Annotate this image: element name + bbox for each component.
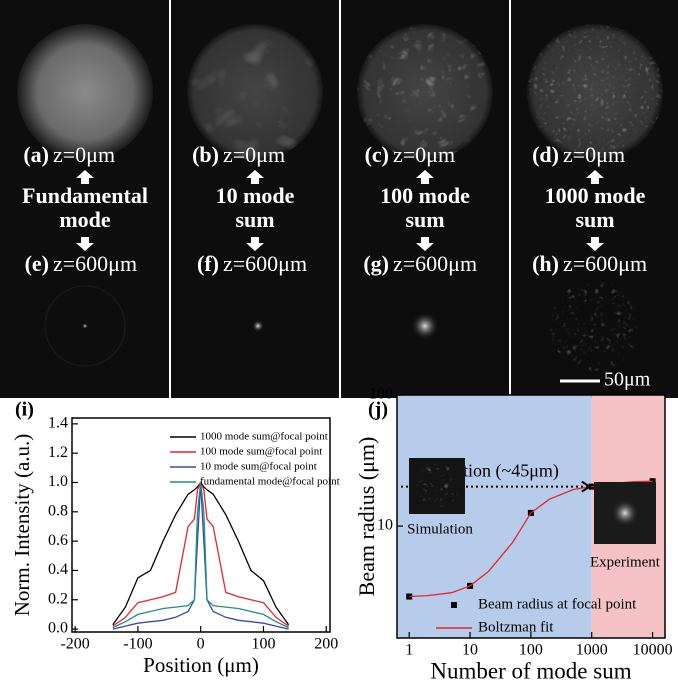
panel-label: (f) — [197, 251, 219, 276]
mode-caption: 10 mode — [216, 183, 295, 208]
y-tick-label: 0.4 — [48, 561, 68, 578]
x-axis-label: Position (μm) — [143, 653, 259, 677]
panel-label: (b) — [192, 142, 219, 167]
z-position: z=600μm — [223, 251, 307, 276]
mode-caption: sum — [575, 207, 614, 232]
legend-label: 100 mode sum@focal point — [200, 446, 322, 458]
speckle — [187, 24, 323, 160]
focal-spot — [411, 312, 439, 340]
panel-label: (e) — [25, 251, 49, 276]
mode-caption: sum — [405, 207, 444, 232]
panel-label: (d) — [532, 142, 559, 167]
mode-caption: Fundamental — [22, 183, 148, 208]
annotation: Experiment — [590, 554, 661, 570]
mode-caption: 1000 mode — [545, 183, 646, 208]
annotation: Simulation — [407, 521, 473, 537]
mode-caption: 100 mode — [380, 183, 470, 208]
y-tick-label: 1.4 — [48, 415, 68, 432]
y-axis-label: Beam radius (μm) — [354, 437, 379, 597]
focal-speckle — [550, 281, 640, 371]
panel-label: (c) — [365, 142, 389, 167]
panel-label: (i) — [15, 399, 34, 421]
x-tick-label: 10000 — [633, 642, 673, 659]
x-tick-label: 0 — [197, 636, 205, 653]
x-tick-label: 10 — [462, 642, 478, 659]
x-tick-label: 1000 — [576, 642, 608, 659]
y-tick-label: 0.6 — [48, 532, 68, 549]
z-position: z=600μm — [393, 251, 477, 276]
panel-label: (j) — [368, 399, 388, 421]
z-position: z=600μm — [563, 251, 647, 276]
x-tick-label: 1 — [405, 642, 413, 659]
focal-spot — [252, 320, 264, 332]
panel-label: (g) — [363, 251, 389, 276]
focal-spot — [82, 323, 88, 329]
z-position: z=0μm — [393, 142, 455, 167]
y-tick-label: 1.0 — [48, 473, 68, 490]
x-tick-label: -100 — [123, 636, 152, 653]
panel-label: (h) — [532, 251, 559, 276]
inset-spot — [611, 499, 639, 527]
chart: -200 -100 0 100 200 0.0 0.2 0.4 0.6 0.8 1.0 1.2 1.4 1… — [10, 399, 340, 677]
y-tick-label: 1.2 — [48, 444, 68, 461]
figure: 50μm (a)z=0μmFundamentalmode(e)z=600μm(b… — [0, 0, 678, 683]
speckle — [357, 24, 493, 160]
y-axis-label: Norm. Intensity (a.u.) — [10, 434, 34, 617]
z-position: z=0μm — [223, 142, 285, 167]
y-tick-label: 0.2 — [48, 590, 68, 607]
series-line — [113, 483, 289, 628]
x-tick-label: 100 — [251, 636, 275, 653]
mode-caption: sum — [235, 207, 274, 232]
x-axis-label: Number of mode sum — [430, 658, 631, 683]
x-tick-label: -200 — [60, 636, 89, 653]
z-position: z=0μm — [53, 142, 115, 167]
page: {"panels": { "columns": [ {"top_label": … — [0, 0, 678, 683]
y-tick-label: 0.0 — [48, 620, 68, 637]
y-tick-label: 10 — [377, 517, 393, 534]
z-position: z=0μm — [563, 142, 625, 167]
inset-speckle — [415, 464, 459, 508]
scale-bar-label: 50μm — [604, 369, 651, 391]
legend-label: fundamental mode@focal point — [200, 476, 340, 488]
y-tick-label: 0.8 — [48, 502, 68, 519]
legend-label: Boltzman fit — [478, 619, 554, 635]
legend-label: 10 mode sum@focal point — [200, 461, 317, 473]
legend-swatch — [451, 602, 457, 608]
x-tick-label: 100 — [519, 642, 543, 659]
panel-label: (a) — [23, 142, 49, 167]
legend-label: Beam radius at focal point — [478, 596, 637, 612]
series-line — [113, 483, 289, 625]
series-line — [113, 483, 289, 630]
z-position: z=600μm — [53, 251, 137, 276]
x-tick-label: 200 — [314, 636, 338, 653]
field-image — [17, 24, 153, 160]
series-line — [113, 483, 289, 627]
speckle — [527, 24, 663, 160]
mode-caption: mode — [59, 207, 111, 232]
legend-label: 1000 mode sum@focal point — [200, 431, 328, 443]
